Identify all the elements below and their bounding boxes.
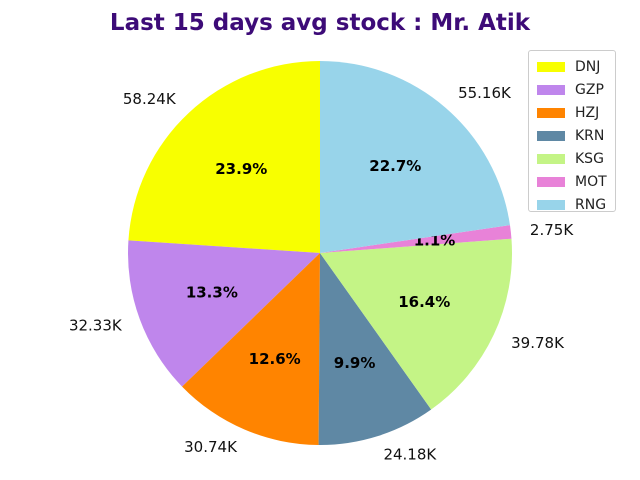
chart-title: Last 15 days avg stock : Mr. Atik — [109, 10, 531, 36]
legend-item-gzp: GZP — [537, 78, 615, 101]
percent-label-dnj: 23.9% — [215, 160, 267, 178]
chart-legend: DNJ GZP HZJ KRN KSG MOT RNG — [528, 50, 616, 213]
pie-slice-hzj — [182, 253, 320, 445]
percent-label-hzj: 12.6% — [249, 350, 301, 368]
value-label-krn: 24.18K — [383, 445, 437, 463]
value-label-rng: 55.16K — [458, 84, 512, 102]
legend-item-rng: RNG — [537, 193, 615, 216]
legend-label: MOT — [575, 173, 607, 190]
legend-label: KRN — [575, 127, 605, 144]
value-label-hzj: 30.74K — [184, 438, 238, 456]
percent-label-rng: 22.7% — [369, 157, 421, 175]
legend-item-ksg: KSG — [537, 147, 615, 170]
legend-item-dnj: DNJ — [537, 55, 615, 78]
pie-slice-dnj — [128, 61, 320, 253]
legend-label: HZJ — [575, 104, 600, 121]
value-label-ksg: 39.78K — [511, 334, 565, 352]
value-label-dnj: 58.24K — [123, 90, 177, 108]
legend-label: DNJ — [575, 58, 601, 75]
legend-swatch — [537, 153, 565, 164]
legend-item-krn: KRN — [537, 124, 615, 147]
legend-swatch — [537, 61, 565, 72]
legend-swatch — [537, 130, 565, 141]
legend-item-hzj: HZJ — [537, 101, 615, 124]
pie-slice-mot — [320, 225, 512, 253]
pie-slice-ksg — [320, 238, 513, 410]
legend-label: KSG — [575, 150, 604, 167]
percent-label-gzp: 13.3% — [186, 284, 238, 302]
pie-slice-gzp — [128, 240, 320, 387]
value-label-mot: 2.75K — [530, 221, 574, 239]
legend-item-mot: MOT — [537, 170, 615, 193]
legend-label: RNG — [575, 196, 607, 213]
percent-label-ksg: 16.4% — [398, 293, 450, 311]
legend-label: GZP — [575, 81, 604, 98]
legend-swatch — [537, 176, 565, 187]
pie-slice-krn — [318, 253, 432, 445]
pie-slice-rng — [320, 61, 510, 253]
legend-swatch — [537, 199, 565, 210]
value-label-gzp: 32.33K — [69, 317, 123, 335]
legend-swatch — [537, 107, 565, 118]
percent-label-krn: 9.9% — [334, 354, 376, 372]
legend-swatch — [537, 84, 565, 95]
